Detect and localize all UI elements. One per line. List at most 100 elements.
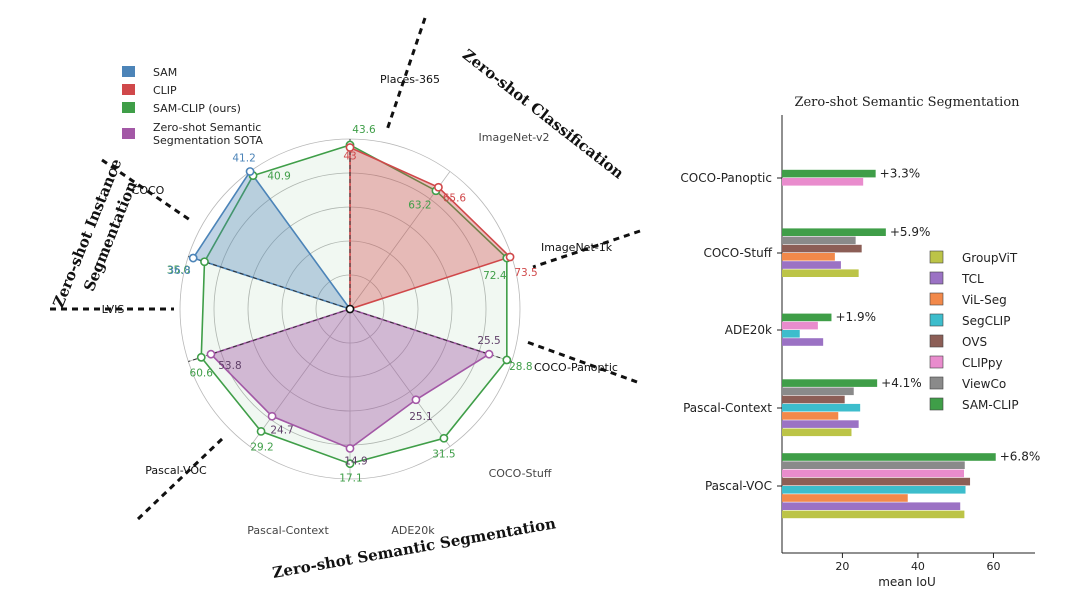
samclip-marker xyxy=(502,355,512,365)
samclip-value-label: 31.5 xyxy=(432,448,455,460)
radar-axis-label: COCO-Panoptic xyxy=(534,361,618,374)
sota-value-label: 14.9 xyxy=(344,455,367,467)
bar-ovs xyxy=(782,477,971,486)
bar-gain-annotation: +5.9% xyxy=(890,225,931,239)
radar-divider-outer xyxy=(101,158,191,222)
bar-gain-annotation: +3.3% xyxy=(880,166,921,180)
bar-gain-annotation: +4.1% xyxy=(881,376,922,390)
bar-segclip xyxy=(782,486,966,494)
radar-axis-label: COCO-Stuff xyxy=(489,467,552,480)
sota-value-label: 25.1 xyxy=(409,411,432,423)
radar-axis-labels: Places-365 ImageNet-v2 ImageNet-1k COCO-Pan… xyxy=(102,73,618,537)
bar-legend-swatch xyxy=(929,313,944,327)
clip-marker xyxy=(505,252,515,262)
sota-value-label: 24.7 xyxy=(270,424,293,436)
samclip-marker xyxy=(200,257,209,267)
samclip-marker xyxy=(196,352,206,362)
bar-x-ticks: 20 40 60 xyxy=(835,553,1000,573)
bar-sam-clip xyxy=(782,228,886,236)
bar-sam-clip xyxy=(782,169,876,178)
bar-legend-label: TCL xyxy=(961,272,984,286)
bar-sam-clip xyxy=(782,453,996,461)
legend-label-sota-line: Zero-shot Semantic xyxy=(153,121,261,134)
radar-divider-outer xyxy=(136,437,224,521)
bar-legend-label: ViL-Seg xyxy=(962,293,1007,307)
bar-ovs xyxy=(782,395,845,404)
bar-x-tick-label: 60 xyxy=(986,560,1000,573)
samclip-value-label: 60.6 xyxy=(190,367,214,379)
samclip-value-label: 29.2 xyxy=(250,441,273,453)
bar-groupvit xyxy=(782,269,859,277)
legend-swatch-sam xyxy=(122,66,135,77)
bar-sam-clip xyxy=(782,379,878,387)
bar-viewco xyxy=(782,387,854,396)
sota-marker xyxy=(206,349,216,359)
radar-axis-label: ImageNet-1k xyxy=(541,241,613,254)
legend-swatch-sota xyxy=(122,128,135,139)
bar-vil-seg xyxy=(782,412,839,420)
bar-rects xyxy=(782,169,996,519)
samclip-value-label: 43.6 xyxy=(352,124,376,136)
bar-legend-swatch xyxy=(929,397,944,411)
clip-value-label: 65.6 xyxy=(443,192,467,204)
legend-label-samclip: SAM-CLIP (ours) xyxy=(153,102,241,115)
radar-spoke xyxy=(249,308,351,447)
bar-clippy xyxy=(782,469,965,478)
bar-segclip xyxy=(782,403,861,412)
bar-vil-seg xyxy=(782,494,908,502)
bar-legend-label: SegCLIP xyxy=(962,314,1010,328)
samclip-value-label: 40.9 xyxy=(267,171,290,183)
bar-legend-swatch xyxy=(929,334,944,348)
bar-legend-label: ViewCo xyxy=(962,377,1006,391)
sam-marker xyxy=(245,167,255,176)
bar-legend-swatch xyxy=(929,250,944,264)
bar-gain-annotation: +1.9% xyxy=(835,310,876,324)
bar-category-label: Pascal-Context xyxy=(683,401,772,415)
bar-chart-title: Zero-shot Semantic Segmentation xyxy=(794,95,1020,110)
legend-label-sota: Zero-shot Semantic Segmentation SOTA xyxy=(153,121,263,147)
radar-divider-outer xyxy=(526,340,638,384)
bar-tcl xyxy=(782,338,824,346)
sota-value-label: 25.5 xyxy=(477,335,500,347)
radar-polygons xyxy=(191,144,512,465)
radar-axis-label: ImageNet-v2 xyxy=(479,131,550,144)
bar-legend-swatch xyxy=(929,292,944,306)
clip-marker xyxy=(434,182,443,192)
sota-marker xyxy=(484,349,494,359)
group-title-classification: Zero-shot Classification xyxy=(459,46,627,183)
radar-axis-label: ADE20k xyxy=(391,524,435,537)
bar-legend-swatch xyxy=(929,271,944,285)
radar-center-marker xyxy=(345,304,355,314)
bar-x-label: mean IoU xyxy=(878,575,936,589)
radar-divider-outer xyxy=(532,229,641,269)
clip-marker xyxy=(345,143,355,152)
bar-tcl xyxy=(782,261,841,269)
bar-legend-label: OVS xyxy=(962,335,987,349)
legend-label-sam: SAM xyxy=(153,66,177,79)
radar-markers xyxy=(188,140,515,469)
sota-marker xyxy=(267,411,277,421)
bar-category-label: COCO-Panoptic xyxy=(680,171,772,185)
legend-swatch-samclip xyxy=(122,102,135,113)
sota-value-label: 53.8 xyxy=(218,360,241,372)
bar-category-label: COCO-Stuff xyxy=(703,246,772,260)
sam-polygon xyxy=(191,170,353,311)
bar-vil-seg xyxy=(782,253,835,261)
radar-chart: 43.6 63.2 72.4 28.8 31.5 17.1 29.2 60.6 35.0 40.9… xyxy=(49,17,641,582)
bar-legend-swatch xyxy=(929,376,944,390)
radar-divider-inner xyxy=(188,255,351,310)
radar-value-labels: 43.6 63.2 72.4 28.8 31.5 17.1 29.2 60.6 35.0 40.9… xyxy=(167,124,538,485)
sota-marker xyxy=(411,395,421,405)
radar-spoke xyxy=(349,171,451,310)
radar-axis-label: Pascal-VOC xyxy=(145,464,207,477)
bar-ovs xyxy=(782,244,862,253)
bar-legend-label: SAM-CLIP xyxy=(962,398,1019,412)
bar-sam-clip xyxy=(782,313,832,322)
bar-chart: Zero-shot Semantic Segmentation 20 40 60 C… xyxy=(680,95,1040,589)
radar-divider-outer xyxy=(385,17,427,131)
radar-axis-label: Pascal-Context xyxy=(247,524,329,537)
samclip-value-label: 72.4 xyxy=(483,270,507,282)
radar-divider-inner xyxy=(349,308,512,363)
clip-value-label: 43 xyxy=(343,151,356,163)
bar-annotations: +3.3% +5.9% +1.9% +4.1% +6.8% xyxy=(835,166,1040,463)
